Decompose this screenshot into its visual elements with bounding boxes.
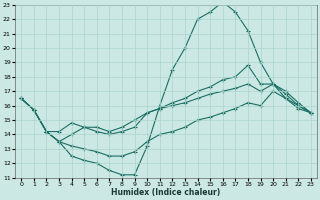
X-axis label: Humidex (Indice chaleur): Humidex (Indice chaleur) [111,188,221,197]
